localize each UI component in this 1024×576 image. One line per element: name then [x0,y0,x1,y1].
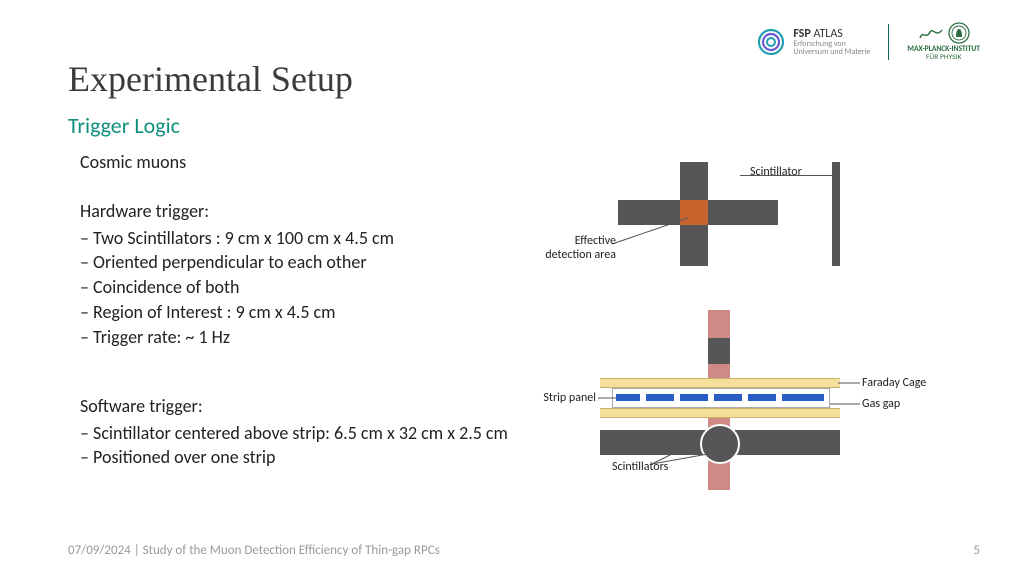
mpi-signature-icon [918,24,944,42]
label-scintillator: Scintillator [750,165,802,179]
logo-divider [888,24,889,60]
strip-panel-bar [616,394,824,401]
faraday-top [600,378,840,388]
label-strip-panel: Strip panel [540,391,596,405]
footer-text: 07/09/2024 | Study of the Muon Detection… [68,543,440,558]
mpi-logo: MAX-PLANCK-INSTITUTFÜR PHYSIK [907,22,980,61]
hw-item: Two Scintillators : 9 cm x 100 cm x 4.5 … [102,226,540,251]
sw-head: Software trigger: [80,394,540,419]
page-number: 5 [973,543,980,558]
bottom-scint-circle [700,424,740,464]
diagram: Scintillator Effective detection area St… [540,148,1000,508]
slide-subtitle: Trigger Logic [68,112,180,139]
sw-list: Scintillator centered above strip: 6.5 c… [80,421,540,471]
scint-sidebar [832,162,840,266]
small-scint-top [708,338,730,364]
fsp-atlas-logo: FSP ATLAS Erforschung von Universum und … [757,28,870,56]
faraday-bot [600,408,840,418]
mpi-seal-icon [948,22,970,44]
label-scintillators: Scintillators [612,460,668,474]
slide-title: Experimental Setup [68,58,353,100]
label-effective-area: Effective detection area [540,234,616,262]
fsp-atlas-mark-icon [757,28,785,56]
hw-item: Oriented perpendicular to each other [102,250,540,275]
hw-item: Coincidence of both [102,275,540,300]
body-text: Cosmic muons Hardware trigger: Two Scint… [80,150,540,470]
intro-line: Cosmic muons [80,150,540,175]
sw-item: Positioned over one strip [102,445,540,470]
effective-area [680,200,708,225]
footer: 07/09/2024 | Study of the Muon Detection… [68,543,980,558]
logo-area: FSP ATLAS Erforschung von Universum und … [757,22,980,61]
fsp-sub2: Universum und Materie [793,48,870,56]
hw-item: Trigger rate: ~ 1 Hz [102,325,540,350]
fsp-title: FSP ATLAS [793,28,870,40]
sw-item: Scintillator centered above strip: 6.5 c… [102,421,540,446]
label-faraday: Faraday Cage [862,376,926,390]
hw-item: Region of Interest : 9 cm x 4.5 cm [102,300,540,325]
label-gas-gap: Gas gap [862,397,900,411]
hw-head: Hardware trigger: [80,199,540,224]
mpi-line2: FÜR PHYSIK [926,53,961,62]
hw-list: Two Scintillators : 9 cm x 100 cm x 4.5 … [80,226,540,350]
